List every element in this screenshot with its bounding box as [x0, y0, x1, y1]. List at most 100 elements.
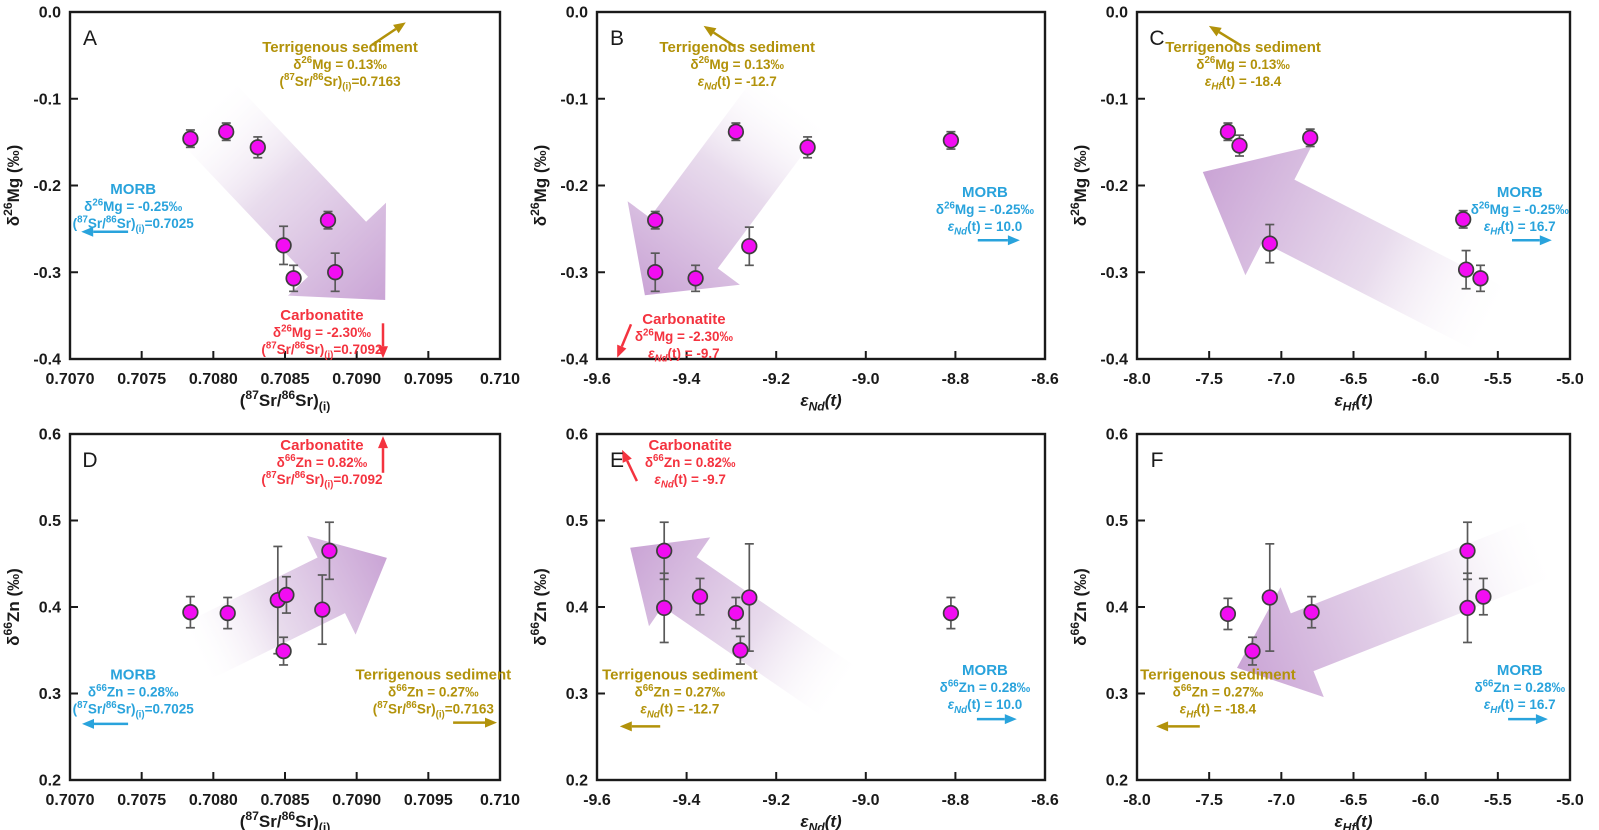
y-tick-label: -0.2: [560, 178, 588, 195]
data-point: [741, 238, 758, 255]
data-point: [1219, 605, 1237, 623]
annotation-line: εHf(t) = -18.4: [1180, 702, 1257, 721]
x-tick-label: -6.5: [1340, 792, 1368, 809]
annotation-line: εNd(t) = -9.7: [654, 472, 726, 491]
data-point: [1261, 589, 1278, 606]
data-point: [218, 123, 235, 140]
y-tick-label: 0.0: [566, 5, 588, 22]
x-tick-label: -7.5: [1195, 371, 1223, 388]
x-tick-label: -5.0: [1556, 371, 1584, 388]
x-tick-label: 0.710: [480, 792, 520, 809]
x-tick-label: -8.0: [1123, 792, 1151, 809]
morb-direction-arrow: [1508, 714, 1548, 725]
x-tick-label: -7.0: [1268, 371, 1296, 388]
y-tick-label: 0.6: [1106, 427, 1128, 444]
x-tick-label: -8.8: [942, 371, 970, 388]
panel-C: -8.0 -7.5 -7.0 -6.5 -6.0 -5.5 -5.0 εHf(t) 0.0 -0.…: [1068, 5, 1584, 414]
data-point: [319, 212, 337, 229]
annotation-title: Terrigenous sediment: [1165, 39, 1321, 56]
data-points: [182, 542, 338, 660]
terrigenous-sediment-direction-arrow: [619, 721, 661, 732]
annotation-line: (87Sr/86Sr)(i)=0.7092: [261, 340, 382, 360]
terrigenous-sediment-direction-arrow: [1208, 25, 1241, 47]
annotation-line: δ66Zn = 0.28‰: [1474, 678, 1565, 695]
x-tick-label: -8.8: [942, 792, 970, 809]
x-axis: -9.6 -9.4 -9.2 -9.0 -8.8 -8.6: [583, 772, 1059, 809]
x-tick-label: 0.710: [480, 371, 520, 388]
panel-A: 0.7070 0.7075 0.7080 0.7085 0.7090 0.7095 0.71…: [1, 5, 520, 414]
x-tick-label: -7.5: [1195, 792, 1223, 809]
annotation-title: Carbonatite: [642, 311, 725, 328]
annotation-line: δ26Mg = 0.13‰: [293, 55, 387, 72]
y-axis-label: δ26Mg (‰): [1, 145, 23, 226]
morb-direction-arrow: [976, 714, 1017, 725]
data-point: [942, 132, 960, 149]
data-point: [285, 270, 302, 287]
terrigenous-sediment-direction-arrow: [1156, 721, 1200, 732]
x-tick-label: -7.0: [1268, 792, 1296, 809]
data-point: [647, 212, 664, 229]
trend-arrow: [630, 537, 857, 717]
y-tick-label: -0.1: [33, 91, 61, 108]
y-tick-label: 0.6: [566, 427, 588, 444]
x-tick-label: 0.7080: [189, 371, 238, 388]
y-axis-label: δ26Mg (‰): [1068, 145, 1090, 226]
data-points: [656, 542, 960, 659]
annotation-line: εNd(t) = -12.7: [698, 74, 777, 93]
annotation-title: Terrigenous sediment: [659, 39, 815, 56]
y-tick-label: -0.4: [1100, 352, 1128, 369]
annotation-line: δ66Zn = 0.28‰: [940, 678, 1031, 695]
y-axis-label: δ26Mg (‰): [528, 145, 550, 226]
panel-letter: D: [82, 449, 97, 472]
y-tick-label: 0.5: [39, 513, 61, 530]
panel-letter: B: [610, 27, 624, 50]
annotation-line: εNd(t) = -9.7: [648, 346, 720, 365]
y-tick-label: -0.2: [33, 178, 61, 195]
data-point: [321, 542, 338, 559]
annotation-title: MORB: [962, 662, 1008, 679]
annotation-line: (87Sr/86Sr)(i)=0.7163: [279, 72, 401, 92]
trend-arrow: [627, 74, 825, 296]
y-tick-label: 0.4: [1106, 600, 1128, 617]
annotation-title: Carbonatite: [280, 437, 363, 454]
data-point: [687, 270, 704, 287]
annotation-title: MORB: [110, 667, 156, 684]
annotation-line: δ66Zn = 0.27‰: [635, 683, 726, 700]
x-tick-label: 0.7090: [332, 371, 381, 388]
y-tick-label: 0.0: [1106, 5, 1128, 22]
data-points: [1219, 123, 1489, 287]
data-point: [278, 586, 295, 604]
y-axis: 0.6 0.5 0.4 0.3 0.2: [566, 427, 605, 790]
data-point: [1261, 235, 1278, 252]
annotation-line: (87Sr/86Sr)(i)=0.7163: [373, 700, 495, 720]
y-tick-label: -0.1: [560, 91, 588, 108]
x-tick-label: 0.7090: [332, 792, 381, 809]
panel-letter: A: [83, 27, 97, 50]
data-point: [327, 264, 344, 281]
annotation-line: εHf(t) = 16.7: [1484, 219, 1556, 238]
x-axis-label: εNd(t): [800, 812, 842, 830]
x-axis: 0.7070 0.7075 0.7080 0.7085 0.7090 0.7095 0.71…: [46, 351, 520, 388]
panel-E: -9.6 -9.4 -9.2 -9.0 -8.8 -8.6 εNd(t) 0.60.50.40…: [528, 427, 1059, 830]
x-tick-label: -9.6: [583, 371, 611, 388]
x-tick-label: 0.7070: [46, 371, 95, 388]
y-tick-label: -0.3: [33, 265, 61, 282]
y-tick-label: -0.4: [33, 352, 61, 369]
morb-direction-arrow: [81, 226, 129, 237]
x-axis-label: εNd(t): [800, 391, 842, 414]
y-axis-label: δ66Zn (‰): [528, 568, 550, 646]
annotation-line: δ66Zn = 0.28‰: [88, 683, 179, 700]
x-tick-label: 0.7085: [261, 792, 310, 809]
annotation-title: Terrigenous sediment: [262, 39, 418, 56]
y-tick-label: 0.4: [39, 600, 61, 617]
annotation-title: Carbonatite: [280, 307, 363, 324]
y-tick-label: 0.3: [39, 686, 61, 703]
